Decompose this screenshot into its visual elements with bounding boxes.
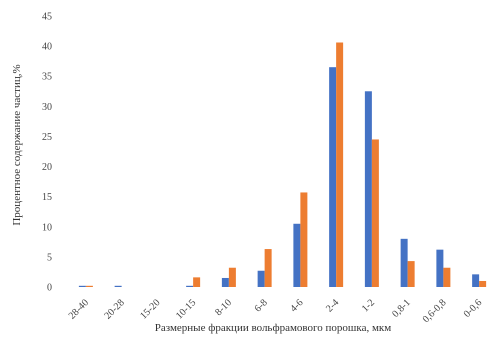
bar-series-2-7 [336,42,344,287]
bar-series-2-3 [193,277,201,287]
x-ticks-layer: 28-40 20-28 15-20 10-15 8-10 6-8 4-6 2-4 1-2 0,8-… [67,297,485,325]
bar-series-1-8 [364,91,372,287]
y-tick-label: 0 [47,283,52,294]
y-axis-title-group: Процентное содержание частиц,% [11,64,23,225]
x-tick-label: 0-0,6 [462,297,485,320]
bar-series-1-5 [257,270,265,287]
bar-series-2-9 [407,261,415,287]
x-tick-label: 1-2 [360,297,377,314]
x-tick-label: 6-8 [253,297,270,314]
x-tick-label: 2-4 [324,297,341,314]
bar-series-2-6 [300,192,308,287]
bar-series-1-11 [472,274,480,287]
y-axis-title: Процентное содержание частиц,% [11,64,23,225]
y-tick-label: 20 [42,162,52,173]
x-tick-label: 0,8-1 [390,297,413,320]
y-tick-label: 15 [42,192,52,203]
y-tick-label: 35 [42,72,52,83]
bar-series-1-9 [400,238,408,287]
bar-series-2-11 [479,280,487,287]
x-tick-label: 8-10 [213,297,234,318]
y-tick-label: 10 [42,222,52,233]
x-tick-label: 4-6 [288,297,305,314]
bar-series-2-10 [443,267,451,287]
x-tick-label: 28-40 [67,297,91,321]
bar-series-1-10 [436,249,444,287]
bar-series-1-6 [293,223,301,287]
bar-series-2-4 [228,267,236,287]
bar-series-2-0 [85,285,93,287]
x-axis-title: Размерные фракции вольфрамового порошка,… [155,322,391,334]
bar-series-1-4 [221,277,229,287]
bar-series-2-5 [264,249,272,287]
bar-series-1-0 [78,285,86,287]
bar-series-2-8 [371,139,379,287]
y-tick-label: 40 [42,42,52,53]
x-tick-label: 15-20 [138,297,162,321]
bar-series-1-3 [186,285,194,287]
x-tick-label: 0,6-0,8 [421,297,449,325]
y-tick-label: 25 [42,132,52,143]
x-tick-label: 20-28 [102,297,126,321]
bars-layer [78,42,487,287]
y-tick-label: 5 [47,252,52,263]
bar-series-1-1 [114,285,122,287]
y-tick-label: 30 [42,102,52,113]
bar-series-1-7 [329,67,337,287]
x-tick-label: 10-15 [174,297,198,321]
y-tick-label: 45 [42,12,52,23]
y-ticks-layer: 0 5 10 15 20 25 30 35 40 45 [42,12,52,294]
